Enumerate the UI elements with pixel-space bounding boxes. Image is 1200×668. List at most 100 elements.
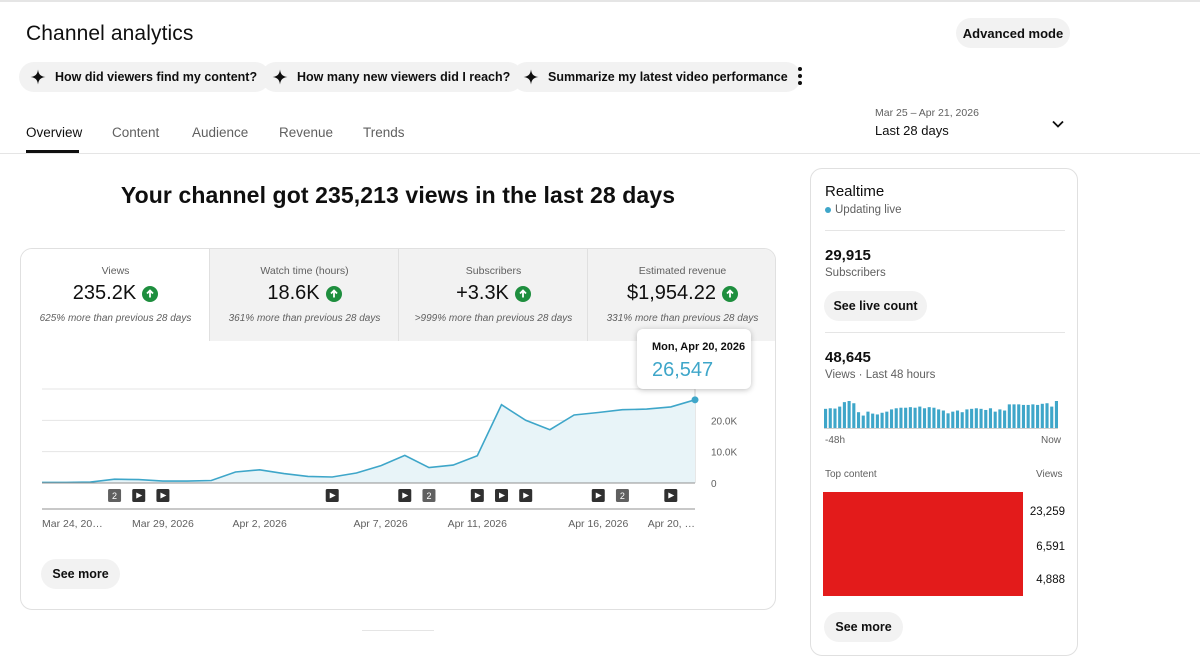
metric-value: +3.3K (456, 282, 509, 304)
arrow-up-icon (325, 285, 342, 302)
realtime-bar (955, 410, 960, 429)
tab-divider (0, 153, 1200, 154)
tab-audience[interactable]: Audience (192, 125, 249, 140)
subscribers-value: 29,915 (825, 247, 871, 264)
realtime-bar (970, 408, 974, 429)
upload-count-label: 2 (620, 491, 625, 501)
advanced-mode-button[interactable]: Advanced mode (956, 18, 1070, 48)
realtime-bar (904, 407, 908, 429)
views-column-label: Views (1036, 469, 1063, 480)
realtime-bar (913, 407, 917, 429)
date-range-dates: Mar 25 – Apr 21, 2026 (875, 107, 979, 119)
more-options-icon[interactable] (790, 64, 810, 88)
realtime-bar (1021, 404, 1026, 429)
divider (825, 230, 1065, 231)
realtime-bar (1054, 401, 1058, 429)
realtime-bar-chart[interactable] (824, 385, 1064, 429)
realtime-bar (979, 408, 983, 429)
metric-value: 18.6K (267, 282, 320, 304)
metric-divider (398, 249, 399, 341)
metric-revenue[interactable]: Estimated revenue $1,954.22 331% more th… (588, 249, 775, 341)
realtime-bar (861, 415, 865, 429)
metric-label: Estimated revenue (638, 265, 727, 277)
pager-divider (362, 630, 434, 631)
metric-watch-time[interactable]: Watch time (hours) 18.6K 361% more than … (210, 249, 399, 341)
realtime-status-text: Updating live (835, 204, 902, 216)
chip-find-content[interactable]: How did viewers find my content? (19, 62, 271, 92)
realtime-see-more-button[interactable]: See more (824, 612, 903, 642)
realtime-bar (988, 408, 993, 429)
overview-card: Views 235.2K 625% more than previous 28 … (20, 248, 776, 610)
chart-tooltip: Mon, Apr 20, 2026 26,547 (637, 329, 751, 389)
realtime-bar (856, 412, 861, 429)
views-48h-value: 48,645 (825, 349, 871, 366)
views-area (42, 399, 695, 483)
realtime-bar (880, 412, 884, 429)
realtime-bar (951, 411, 955, 429)
tab-trends[interactable]: Trends (363, 125, 405, 140)
play-icon (160, 492, 167, 499)
see-live-count-button[interactable]: See live count (824, 291, 927, 321)
realtime-bar (847, 401, 851, 429)
sparkle-icon (272, 69, 288, 85)
realtime-bar (1036, 404, 1040, 429)
top-content-views: 6,591 (1036, 541, 1065, 553)
realtime-bar (842, 402, 846, 429)
chip-label: How many new viewers did I reach? (297, 70, 511, 84)
metric-comparison: 361% more than previous 28 days (228, 313, 381, 324)
x-tick-label: Mar 24, 20… (42, 518, 103, 530)
active-tab-indicator (26, 150, 79, 153)
metric-label: Subscribers (465, 265, 522, 277)
realtime-bar (1007, 404, 1011, 429)
see-more-button[interactable]: See more (41, 559, 120, 589)
tab-revenue[interactable]: Revenue (279, 125, 334, 140)
x-tick-label: Apr 2, 2026 (233, 518, 287, 530)
y-tick-label: 0 (711, 479, 717, 490)
realtime-bar (998, 409, 1002, 429)
views-chart[interactable]: 0 10.0K 20.0K 2 2 2 Mar 24, 20… Mar 29, 2026 Apr… (21, 341, 776, 571)
top-content-thumbnail[interactable] (823, 492, 1023, 596)
overview-headline: Your channel got 235,213 views in the la… (120, 182, 676, 208)
top-border (0, 0, 1200, 2)
metric-value: $1,954.22 (627, 282, 716, 304)
date-range-label: Last 28 days (875, 123, 949, 138)
realtime-bar (974, 408, 978, 429)
tab-content[interactable]: Content (112, 125, 160, 140)
metric-subscribers[interactable]: Subscribers +3.3K >999% more than previo… (399, 249, 588, 341)
realtime-bar (908, 407, 912, 429)
metric-comparison: >999% more than previous 28 days (414, 313, 573, 324)
metric-comparison: 331% more than previous 28 days (606, 313, 759, 324)
realtime-bar (824, 408, 828, 429)
realtime-bar (871, 413, 875, 429)
axis-start-label: -48h (825, 435, 846, 446)
x-tick-label: Apr 16, 2026 (568, 518, 628, 530)
realtime-bar (965, 409, 969, 429)
live-dot-icon (825, 207, 831, 213)
metric-divider (587, 249, 588, 341)
chip-summarize-video[interactable]: Summarize my latest video performance (512, 62, 801, 92)
metric-label: Views (101, 265, 130, 277)
page-title: Channel analytics (26, 22, 194, 45)
realtime-bar (1040, 403, 1044, 429)
metric-divider (209, 249, 210, 341)
upload-count-icon (615, 489, 629, 502)
play-icon (595, 492, 602, 499)
axis-end-label: Now (1041, 435, 1062, 446)
play-icon (474, 492, 481, 499)
realtime-bar (932, 407, 936, 429)
top-content-views: 4,888 (1036, 574, 1065, 586)
play-icon (499, 492, 506, 499)
realtime-bar (866, 411, 870, 429)
realtime-bar (894, 408, 898, 429)
realtime-bar (960, 412, 964, 429)
chip-new-viewers[interactable]: How many new viewers did I reach? (261, 62, 524, 92)
metric-views[interactable]: Views 235.2K 625% more than previous 28 … (21, 249, 210, 341)
realtime-bar (1026, 404, 1030, 429)
realtime-bar (838, 406, 842, 429)
x-tick-label: Mar 29, 2026 (132, 518, 194, 530)
tab-overview[interactable]: Overview (26, 125, 83, 140)
arrow-up-icon (142, 285, 159, 302)
chip-label: Summarize my latest video performance (548, 70, 788, 84)
play-icon (329, 492, 336, 499)
chevron-down-icon[interactable] (1050, 116, 1066, 132)
